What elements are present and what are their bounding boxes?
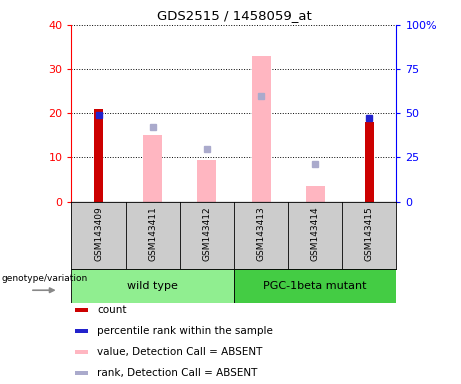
Text: PGC-1beta mutant: PGC-1beta mutant bbox=[263, 281, 367, 291]
Text: GSM143412: GSM143412 bbox=[202, 207, 212, 261]
Text: GSM143415: GSM143415 bbox=[365, 207, 374, 261]
Bar bbox=[365, 122, 374, 202]
Text: GSM143413: GSM143413 bbox=[256, 207, 266, 261]
Bar bbox=[75, 308, 88, 311]
Bar bbox=[75, 329, 88, 333]
Text: genotype/variation: genotype/variation bbox=[1, 274, 88, 283]
Bar bbox=[71, 269, 234, 303]
Text: GSM143409: GSM143409 bbox=[94, 207, 103, 261]
Text: count: count bbox=[97, 305, 127, 314]
Bar bbox=[75, 350, 88, 354]
Bar bbox=[197, 160, 216, 202]
Text: percentile rank within the sample: percentile rank within the sample bbox=[97, 326, 273, 336]
Text: value, Detection Call = ABSENT: value, Detection Call = ABSENT bbox=[97, 347, 263, 357]
Bar bbox=[94, 109, 103, 202]
Bar bbox=[306, 186, 325, 202]
Bar bbox=[252, 56, 271, 202]
Text: wild type: wild type bbox=[127, 281, 178, 291]
Bar bbox=[234, 269, 396, 303]
Title: GDS2515 / 1458059_at: GDS2515 / 1458059_at bbox=[157, 9, 311, 22]
Bar bbox=[75, 371, 88, 375]
Text: rank, Detection Call = ABSENT: rank, Detection Call = ABSENT bbox=[97, 368, 258, 378]
Text: GSM143411: GSM143411 bbox=[148, 207, 157, 261]
Bar bbox=[143, 136, 162, 202]
Text: GSM143414: GSM143414 bbox=[311, 207, 320, 261]
